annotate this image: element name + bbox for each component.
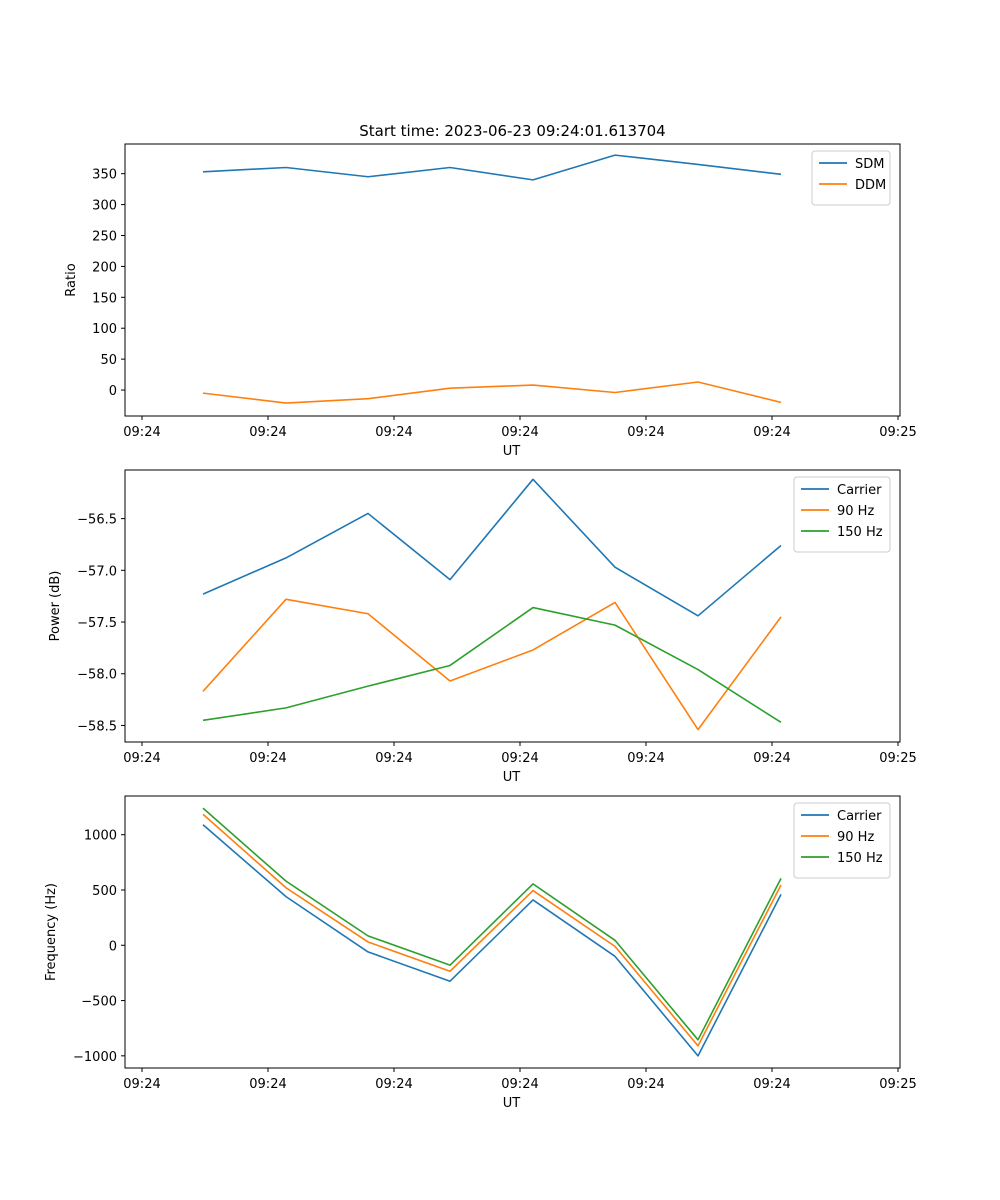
y-tick-label: −57.5 — [77, 616, 117, 631]
series-line-150-hz — [202, 606, 782, 724]
y-axis-label: Ratio — [64, 263, 79, 296]
x-tick-label: 09:24 — [627, 425, 664, 440]
y-tick-label: 100 — [92, 322, 117, 337]
series-line-carrier — [202, 478, 782, 617]
legend-label: 150 Hz — [837, 851, 883, 866]
x-tick-label: 09:24 — [123, 425, 160, 440]
x-tick-label: 09:24 — [375, 751, 412, 766]
y-tick-label: −56.5 — [77, 513, 117, 528]
legend-label: 90 Hz — [837, 830, 874, 845]
y-tick-label: −57.0 — [77, 564, 117, 579]
y-tick-label: −1000 — [73, 1050, 117, 1065]
x-tick-label: 09:24 — [123, 1077, 160, 1092]
legend-label: 90 Hz — [837, 504, 874, 519]
x-tick-label: 09:24 — [627, 1077, 664, 1092]
legend-label: 150 Hz — [837, 525, 883, 540]
legend-label: Carrier — [837, 483, 882, 498]
x-tick-label: 09:24 — [627, 751, 664, 766]
x-tick-label: 09:24 — [501, 1077, 538, 1092]
axes-frame — [124, 469, 901, 743]
legend-label: Carrier — [837, 809, 882, 824]
x-tick-label: 09:25 — [879, 751, 916, 766]
legend-label: DDM — [855, 178, 886, 193]
series-line-ddm — [202, 381, 782, 404]
x-tick-label: 09:24 — [753, 1077, 790, 1092]
series-line-sdm — [202, 154, 782, 181]
x-tick-label: 09:25 — [879, 425, 916, 440]
legend-box — [793, 802, 891, 879]
y-tick-label: 0 — [109, 384, 117, 399]
x-tick-label: 09:24 — [375, 1077, 412, 1092]
x-axis-label: UT — [503, 770, 521, 785]
y-tick-label: 0 — [109, 939, 117, 954]
x-tick-label: 09:24 — [123, 751, 160, 766]
chart-panel-1: Start time: 2023-06-23 09:24:01.613704 09… — [64, 122, 917, 459]
legend-box — [793, 476, 891, 553]
y-tick-label: 350 — [92, 168, 117, 183]
y-axis-label: Power (dB) — [48, 571, 63, 642]
axes-frame — [124, 143, 901, 417]
x-axis-label: UT — [503, 1096, 521, 1111]
legend-label: SDM — [855, 157, 884, 172]
series-line-150-hz — [202, 807, 782, 1041]
x-tick-label: 09:25 — [879, 1077, 916, 1092]
x-axis-label: UT — [503, 444, 521, 459]
x-tick-label: 09:24 — [375, 425, 412, 440]
axes-frame — [124, 795, 901, 1069]
y-tick-label: 150 — [92, 291, 117, 306]
series-line-90-hz — [202, 813, 782, 1047]
x-tick-label: 09:24 — [249, 1077, 286, 1092]
y-tick-label: 300 — [92, 199, 117, 214]
chart-panel-2: 09:24 09:24 09:24 09:24 09:24 09:24 09:25 −58.5… — [48, 469, 917, 785]
x-tick-label: 09:24 — [753, 425, 790, 440]
x-tick-label: 09:24 — [249, 751, 286, 766]
y-axis-label: Frequency (Hz) — [44, 883, 59, 981]
y-tick-label: −58.0 — [77, 668, 117, 683]
series-line-90-hz — [202, 598, 782, 731]
chart-title: Start time: 2023-06-23 09:24:01.613704 — [359, 122, 665, 140]
y-tick-label: 50 — [100, 353, 117, 368]
x-tick-label: 09:24 — [753, 751, 790, 766]
y-tick-label: 500 — [92, 884, 117, 899]
x-tick-label: 09:24 — [501, 425, 538, 440]
y-tick-label: 250 — [92, 229, 117, 244]
x-tick-label: 09:24 — [249, 425, 286, 440]
y-tick-label: −500 — [81, 995, 117, 1010]
x-tick-label: 09:24 — [501, 751, 538, 766]
y-tick-label: 200 — [92, 260, 117, 275]
series-line-carrier — [202, 824, 782, 1057]
y-tick-label: −58.5 — [77, 719, 117, 734]
legend-box — [811, 150, 891, 206]
chart-panel-3: 09:24 09:24 09:24 09:24 09:24 09:24 09:25 −1000… — [44, 795, 917, 1111]
y-tick-label: 1000 — [84, 829, 117, 844]
